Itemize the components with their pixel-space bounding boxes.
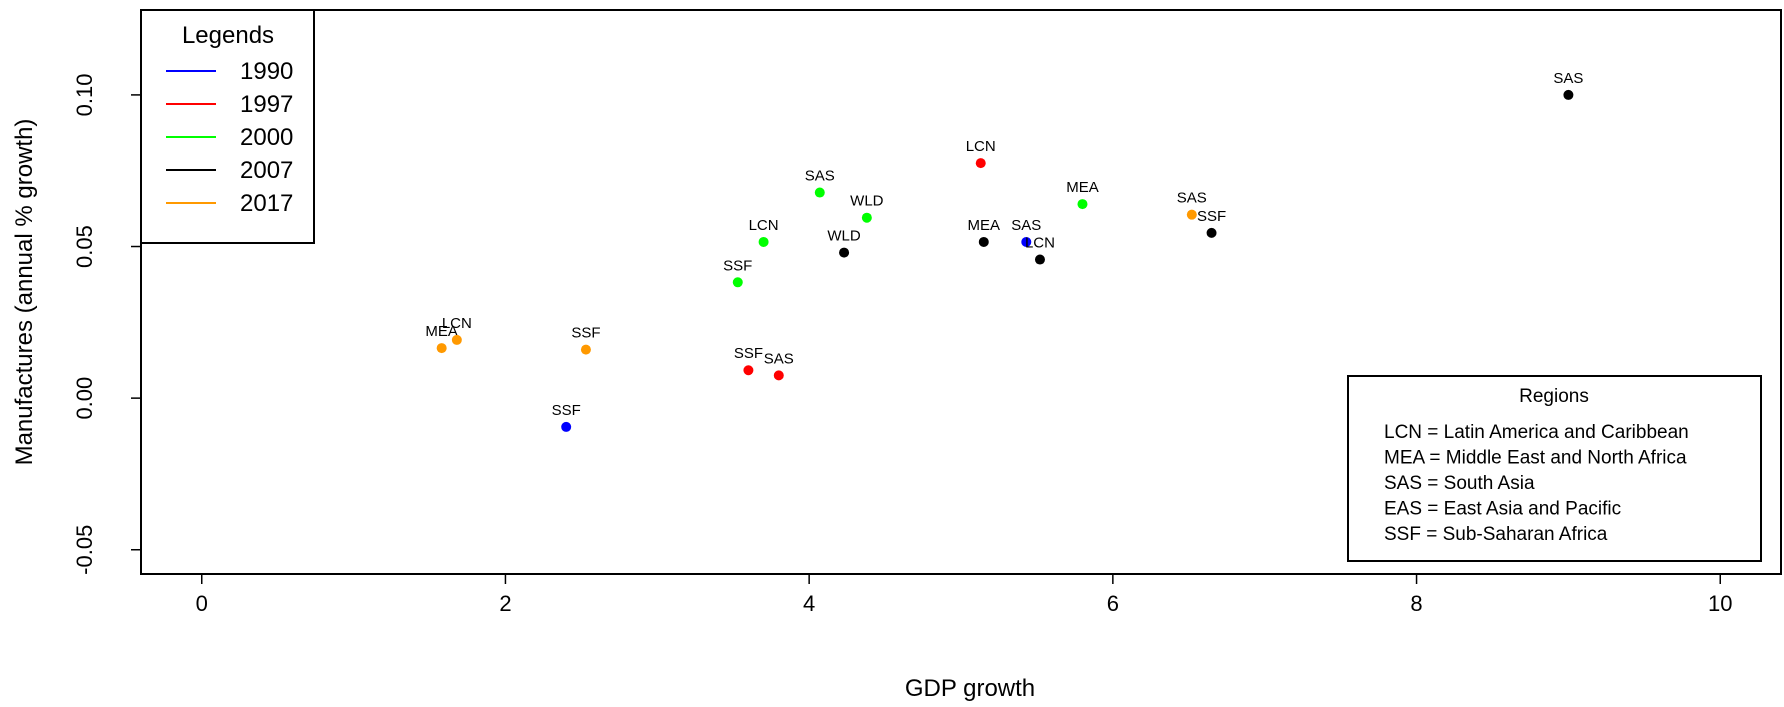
regions-title: Regions (1519, 386, 1589, 407)
legend-title: Legends (182, 22, 274, 49)
legend-box (140, 9, 315, 244)
x-axis: 0 2 4 6 8 10 (196, 573, 1733, 616)
legend-entry-label: 1990 (240, 58, 293, 85)
point-label: SSF (552, 402, 581, 419)
data-point (1077, 199, 1088, 210)
data-point (839, 247, 850, 258)
point-label: SSF (571, 325, 600, 342)
point-label: SAS (1011, 217, 1041, 234)
regions-line: LCN = Latin America and Caribbean (1384, 422, 1689, 443)
y-axis-title: Manufactures (annual % growth) (11, 119, 38, 466)
y-tick-label: 0.10 (72, 73, 97, 116)
point-label: SSF (1197, 208, 1226, 225)
data-point (978, 236, 989, 247)
legend-entry-label: 2007 (240, 157, 293, 184)
regions-frame (1347, 375, 1762, 562)
regions-line: EAS = East Asia and Pacific (1384, 499, 1621, 520)
point-label: WLD (850, 193, 884, 210)
y-tick-label: 0.05 (72, 225, 97, 268)
legend-entry-label: 2000 (240, 124, 293, 151)
data-point (1034, 254, 1045, 265)
x-tick-label: 2 (499, 591, 511, 616)
y-axis: -0.05 0.00 0.05 0.10 (72, 73, 142, 575)
data-point (743, 365, 754, 376)
x-tick-label: 8 (1410, 591, 1422, 616)
x-tick-label: 10 (1708, 591, 1732, 616)
data-point (451, 334, 462, 345)
data-point (773, 370, 784, 381)
data-point (758, 236, 769, 247)
data-point (1186, 209, 1197, 220)
point-label: SSF (734, 345, 763, 362)
point-label: LCN (1025, 235, 1055, 252)
data-point (1021, 236, 1032, 247)
point-label: SAS (1553, 70, 1583, 87)
data-point (814, 187, 825, 198)
regions-line: MEA = Middle East and North Africa (1384, 448, 1687, 469)
x-tick-label: 4 (803, 591, 815, 616)
data-point (561, 421, 572, 432)
legend-entries: 1990 1997 2000 2007 2017 (166, 58, 293, 217)
data-point (975, 158, 986, 169)
point-label: SAS (1177, 190, 1207, 207)
regions-line: SAS = South Asia (1384, 473, 1535, 494)
point-label: SSF (723, 257, 752, 274)
data-point (436, 343, 447, 354)
point-label: LCN (749, 217, 779, 234)
x-axis-title: GDP growth (905, 675, 1035, 702)
point-label: WLD (827, 228, 861, 245)
legend-entry-label: 1997 (240, 91, 293, 118)
point-label: SAS (764, 350, 794, 367)
point-label: MEA (425, 323, 458, 340)
point-label: MEA (968, 217, 1001, 234)
point-label: SAS (805, 168, 835, 185)
regions-line: SSF = Sub-Saharan Africa (1384, 524, 1608, 545)
x-tick-label: 0 (196, 591, 208, 616)
data-point (1206, 227, 1217, 238)
regions-box: Regions LCN = Latin America and Caribbea… (1347, 375, 1762, 562)
y-tick-label: -0.05 (72, 525, 97, 575)
data-point (861, 212, 872, 223)
point-label: LCN (966, 138, 996, 155)
data-point (732, 277, 743, 288)
y-tick-label: 0.00 (72, 377, 97, 420)
regions-lines: LCN = Latin America and Caribbean MEA = M… (1384, 422, 1689, 545)
data-point (580, 344, 591, 355)
legend: Legends 1990 1997 2000 2007 2017 (140, 9, 315, 244)
data-point (1563, 89, 1574, 100)
point-label: MEA (1066, 179, 1099, 196)
point-label: LCN (442, 315, 472, 332)
x-tick-label: 6 (1107, 591, 1119, 616)
legend-entry-label: 2017 (240, 190, 293, 217)
